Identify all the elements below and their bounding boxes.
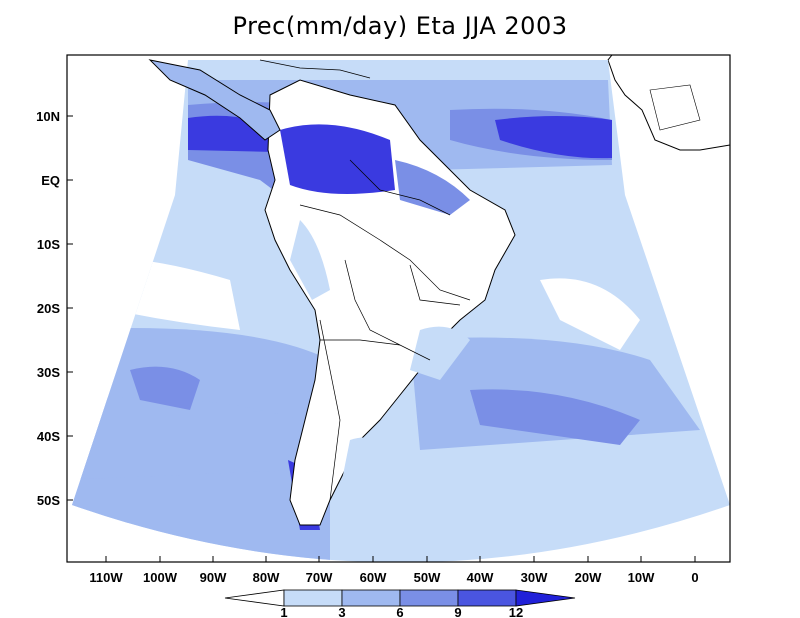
colorbar-label: 1 xyxy=(280,605,287,618)
y-tick-label: 50S xyxy=(37,493,60,508)
colorbar-segment xyxy=(399,589,459,607)
map-title: Prec(mm/day) Eta JJA 2003 xyxy=(232,12,568,40)
x-tick-label: 0 xyxy=(691,570,698,585)
y-tick-label: EQ xyxy=(41,173,60,188)
x-tick-label: 80W xyxy=(253,570,280,585)
x-axis: 110W 100W 90W 80W 70W 60W 50W 40W 30W 20… xyxy=(89,556,699,585)
colorbar: 1 3 6 9 12 xyxy=(224,589,576,618)
x-tick-label: 40W xyxy=(467,570,494,585)
colorbar-label: 12 xyxy=(509,605,523,618)
y-tick-label: 40S xyxy=(37,429,60,444)
south-america xyxy=(264,79,516,526)
x-tick-label: 70W xyxy=(306,570,333,585)
x-tick-label: 10W xyxy=(628,570,655,585)
x-tick-label: 110W xyxy=(89,570,123,585)
colorbar-label: 6 xyxy=(396,605,403,618)
colorbar-label: 9 xyxy=(454,605,461,618)
y-tick-label: 30S xyxy=(37,365,60,380)
colorbar-segment xyxy=(515,589,576,607)
x-tick-label: 100W xyxy=(143,570,178,585)
x-tick-label: 90W xyxy=(200,570,227,585)
y-tick-label: 10N xyxy=(36,109,60,124)
colorbar-segment xyxy=(224,589,285,607)
colorbar-segment xyxy=(341,589,401,607)
colorbar-label: 3 xyxy=(338,605,345,618)
y-tick-label: 10S xyxy=(37,237,60,252)
x-tick-label: 20W xyxy=(575,570,602,585)
y-tick-label: 20S xyxy=(37,301,60,316)
y-axis: 10N EQ 10S 20S 30S 40S 50S xyxy=(36,109,73,508)
central-america xyxy=(148,59,371,141)
africa-outline xyxy=(607,55,730,151)
x-tick-label: 50W xyxy=(414,570,441,585)
x-tick-label: 60W xyxy=(360,570,387,585)
x-tick-label: 30W xyxy=(521,570,548,585)
colorbar-segment xyxy=(283,589,343,607)
colorbar-segment xyxy=(457,589,517,607)
